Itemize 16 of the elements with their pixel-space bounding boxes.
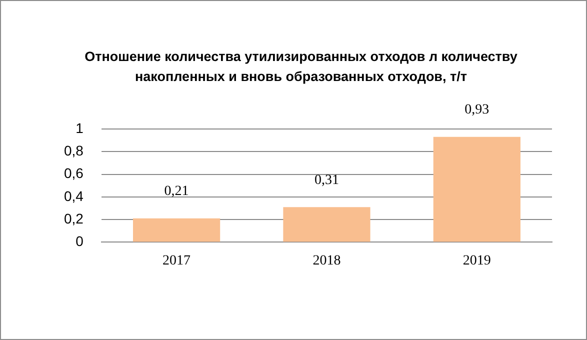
x-tick-label: 2019 [462,253,491,268]
data-label: 0,93 [464,102,490,118]
data-label: 0,31 [314,172,339,188]
bar [133,218,220,242]
x-tick-label: 2017 [162,253,191,268]
chart-title: Отношение количества утилизированных отходов л количеству накопленных и вновь образованных отходов, т/т [84,48,518,86]
bar [283,207,370,242]
y-tick-label: 0,6 [64,165,84,182]
y-tick-label: 0 [76,233,84,250]
y-tick-label: 0,4 [64,188,84,204]
data-label: 0,21 [164,184,189,200]
x-tick-label: 2018 [312,253,341,268]
y-tick-label: 0,2 [64,210,84,226]
y-tick-label: 1 [76,120,84,136]
y-tick-label: 0,8 [64,142,84,158]
bar [433,136,520,242]
